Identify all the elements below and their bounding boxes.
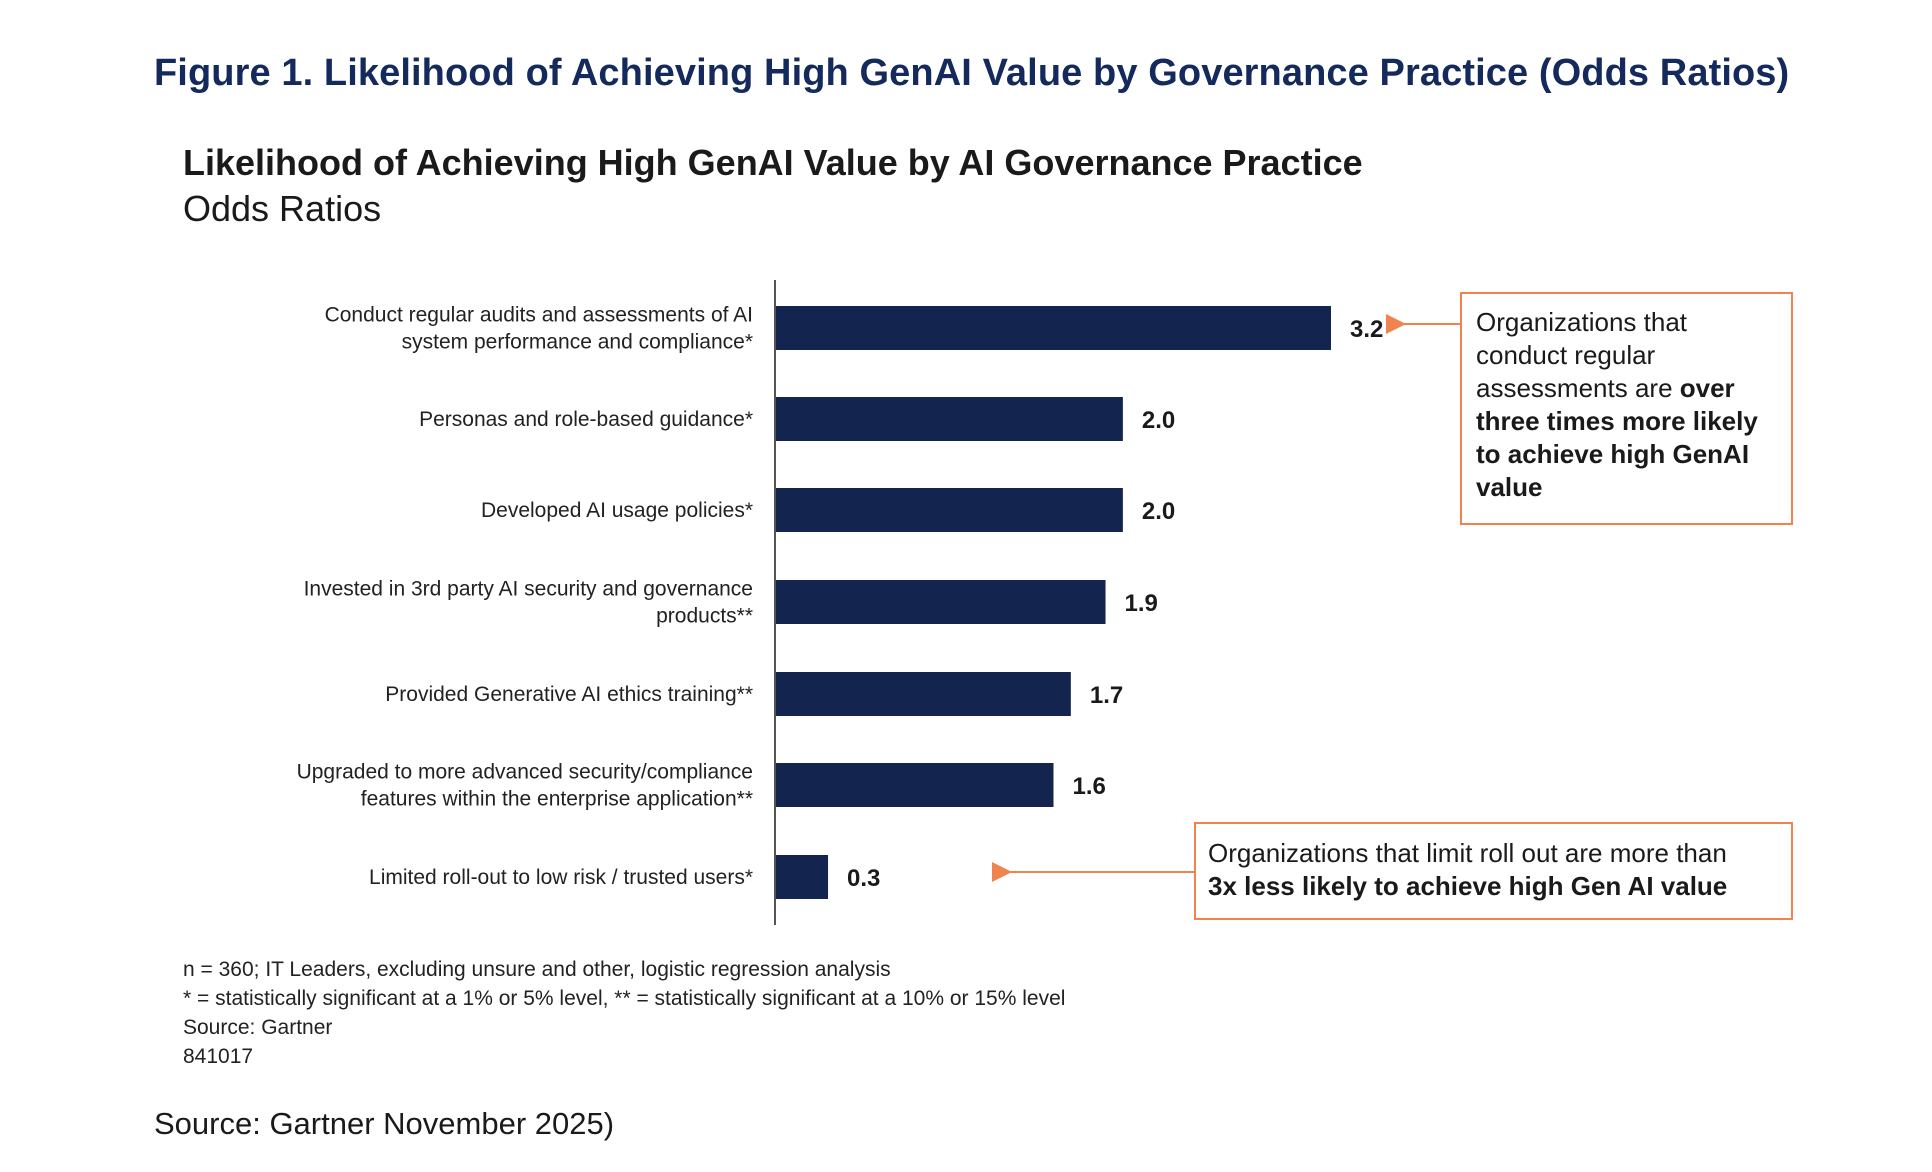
value-label-3: 1.9: [1125, 590, 1158, 617]
figure-heading: Figure 1. Likelihood of Achieving High G…: [154, 52, 1790, 94]
bar-5: [776, 763, 1054, 807]
category-label-2: Developed AI usage policies*: [481, 499, 753, 522]
note-significance: * = statistically significant at a 1% or…: [183, 987, 1066, 1010]
bar-1: [776, 397, 1123, 441]
callout-bottom-text: Organizations that limit roll out are mo…: [1208, 838, 1727, 868]
category-label-5-line-0: Upgraded to more advanced security/compl…: [297, 761, 753, 784]
category-label-0-line-0: Conduct regular audits and assessments o…: [325, 304, 753, 327]
callout-bottom-bold: 3x less likely to achieve high Gen AI va…: [1208, 871, 1728, 901]
note-id: 841017: [183, 1045, 254, 1068]
value-label-1: 2.0: [1142, 407, 1175, 434]
chart-notes: n = 360; IT Leaders, excluding unsure an…: [183, 955, 1065, 1071]
value-label-0: 3.2: [1350, 316, 1383, 343]
category-label-3-line-0: Invested in 3rd party AI security and go…: [304, 578, 753, 601]
bar-4: [776, 672, 1071, 716]
value-label-4: 1.7: [1090, 682, 1123, 709]
category-label-0-line-1: system performance and compliance*: [402, 331, 753, 354]
callout-bottom: Organizations that limit roll out are mo…: [1194, 822, 1793, 920]
category-label-5-line-1: features within the enterprise applicati…: [361, 788, 753, 811]
callout-top: Organizations that conduct regular asses…: [1460, 292, 1793, 525]
category-label-4: Provided Generative AI ethics training**: [385, 683, 753, 706]
callout-top-bold: over three times more likely to achieve …: [1476, 373, 1758, 502]
category-label-1: Personas and role-based guidance*: [419, 408, 753, 431]
callout-top-text: Organizations that conduct regular asses…: [1476, 307, 1688, 403]
chart-title: Likelihood of Achieving High GenAI Value…: [183, 142, 1363, 183]
bar-3: [776, 580, 1106, 624]
note-sample: n = 360; IT Leaders, excluding unsure an…: [183, 958, 891, 981]
bar-2: [776, 488, 1123, 532]
bar-0: [776, 306, 1331, 350]
value-label-2: 2.0: [1142, 498, 1175, 525]
bar-6: [776, 855, 829, 899]
chart-subtitle: Odds Ratios: [183, 188, 382, 229]
category-label-6: Limited roll-out to low risk / trusted u…: [369, 866, 753, 889]
note-source: Source: Gartner: [183, 1016, 333, 1039]
value-label-6: 0.3: [847, 865, 880, 892]
category-label-3-line-1: products**: [656, 605, 753, 628]
value-label-5: 1.6: [1073, 773, 1106, 800]
figure-source: Source: Gartner November 2025): [154, 1106, 615, 1141]
